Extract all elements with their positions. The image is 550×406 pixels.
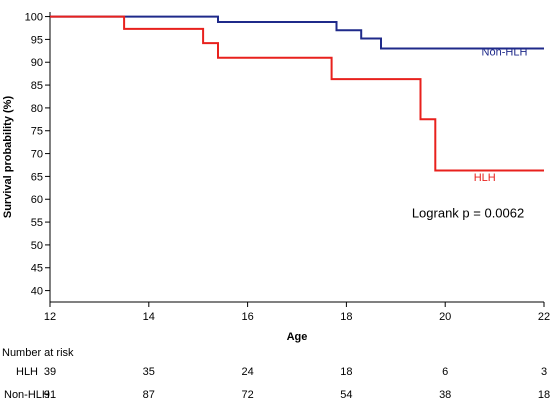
y-tick-label: 85: [31, 80, 43, 92]
y-tick-label: 55: [31, 217, 43, 229]
y-tick-label: 70: [31, 149, 43, 161]
series-label-hlh: HLH: [474, 172, 496, 184]
y-tick-label: 80: [31, 103, 43, 115]
x-axis-title: Age: [287, 331, 308, 343]
x-tick-label: 18: [340, 311, 352, 323]
x-tick-label: 16: [241, 311, 253, 323]
risk-value: 91: [44, 389, 56, 401]
risk-value: 35: [143, 366, 155, 378]
risk-value: 24: [241, 366, 253, 378]
x-tick-label: 22: [538, 311, 550, 323]
risk-value: 87: [143, 389, 155, 401]
risk-row-label: HLH: [16, 366, 38, 378]
risk-value: 18: [340, 366, 352, 378]
y-tick-label: 75: [31, 126, 43, 138]
risk-value: 6: [442, 366, 448, 378]
series-line-non-hlh: [50, 15, 544, 50]
y-tick-label: 100: [25, 12, 43, 24]
series-label-non-hlh: Non-HLH: [482, 46, 528, 58]
risk-row-label: Non-HLH: [4, 389, 50, 401]
risk-value: 72: [241, 389, 253, 401]
risk-value: 39: [44, 366, 56, 378]
x-tick-label: 20: [439, 311, 451, 323]
series-line-hlh: [50, 15, 544, 172]
x-tick-label: 14: [143, 311, 155, 323]
y-tick-label: 40: [31, 286, 43, 298]
y-tick-label: 95: [31, 34, 43, 46]
series-layer: [50, 15, 544, 172]
y-tick-label: 65: [31, 171, 43, 183]
risk-table-title: Number at risk: [2, 347, 74, 359]
logrank-annotation: Logrank p = 0.0062: [412, 206, 524, 221]
y-tick-label: 45: [31, 263, 43, 275]
y-axis-title: Survival probability (%): [2, 96, 14, 219]
y-tick-label: 90: [31, 57, 43, 69]
risk-value: 3: [541, 366, 547, 378]
risk-value: 18: [538, 389, 550, 401]
labels-layer: Non-HLH HLH Logrank p = 0.0062: [412, 46, 528, 220]
risk-value: 38: [439, 389, 451, 401]
y-tick-label: 60: [31, 194, 43, 206]
axes: 40 45 50 55 60 65 70 75 80 85 90 95 100 12 14 16 18 20 22 A…: [2, 12, 550, 343]
x-tick-label: 12: [44, 311, 56, 323]
y-tick-label: 50: [31, 240, 43, 252]
risk-value: 54: [340, 389, 352, 401]
